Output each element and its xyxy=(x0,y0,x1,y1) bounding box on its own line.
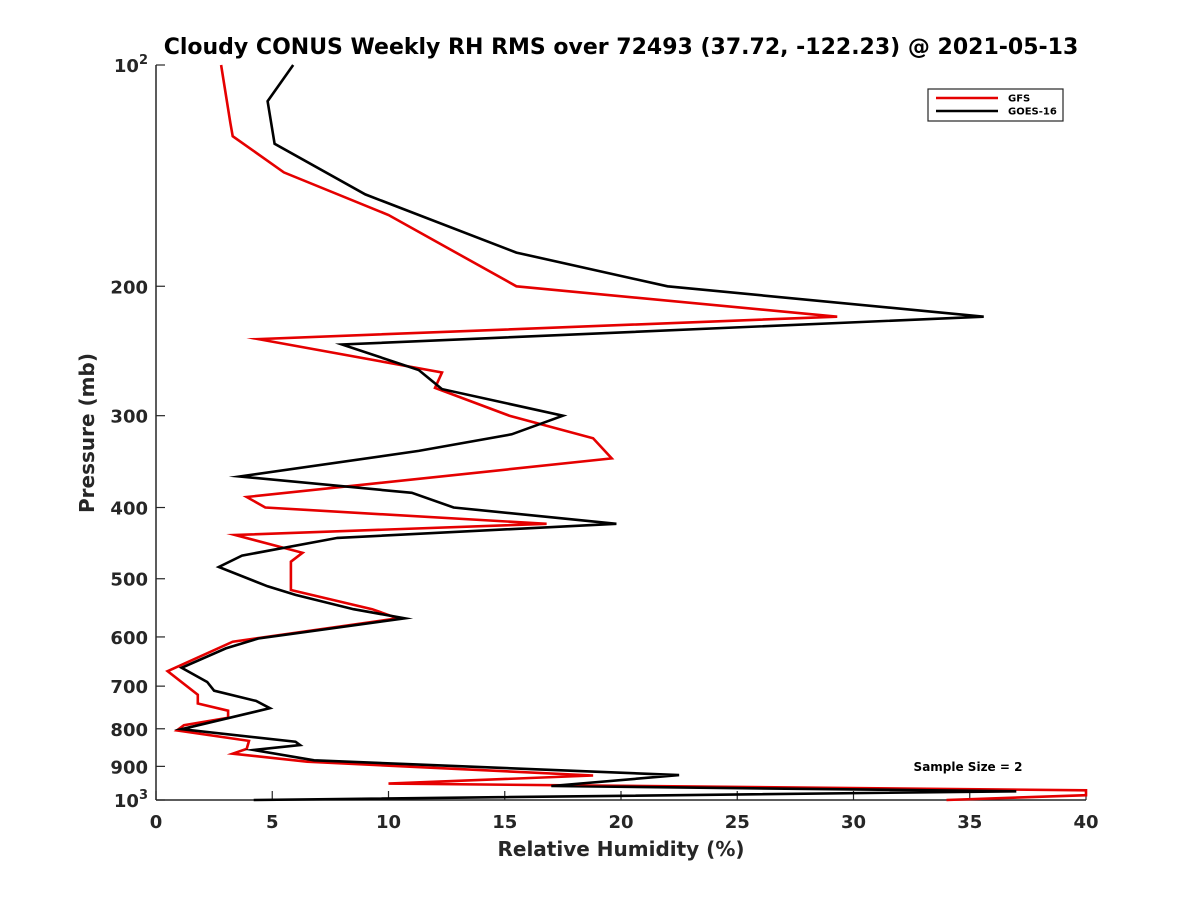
x-tick-label: 25 xyxy=(725,812,750,833)
y-tick-label: 300 xyxy=(110,407,148,428)
legend-label-gfs: GFS xyxy=(1008,94,1030,105)
y-tick-label: 600 xyxy=(110,628,148,649)
x-axis-label: Relative Humidity (%) xyxy=(497,837,744,861)
sample-size-annotation: Sample Size = 2 xyxy=(914,760,1023,774)
y-tick-label: 400 xyxy=(110,499,148,520)
y-axis-label: Pressure (mb) xyxy=(75,353,99,513)
x-tick-label: 5 xyxy=(266,812,279,833)
y-tick-label: 800 xyxy=(110,720,148,741)
legend: GFS GOES-16 xyxy=(928,89,1063,121)
x-tick-label: 40 xyxy=(1073,812,1098,833)
x-tick-label: 20 xyxy=(608,812,633,833)
x-tick-label: 35 xyxy=(957,812,982,833)
x-tick-label: 10 xyxy=(376,812,401,833)
y-tick-label: 700 xyxy=(110,677,148,698)
y-tick-label: 200 xyxy=(110,277,148,298)
legend-label-goes-16: GOES-16 xyxy=(1008,107,1057,118)
chart: Cloudy CONUS Weekly RH RMS over 72493 (3… xyxy=(0,0,1200,900)
y-tick-label: 900 xyxy=(110,757,148,778)
chart-title: Cloudy CONUS Weekly RH RMS over 72493 (3… xyxy=(164,35,1079,60)
y-tick-label: 500 xyxy=(110,570,148,591)
x-tick-label: 15 xyxy=(492,812,517,833)
x-tick-label: 0 xyxy=(150,812,163,833)
x-tick-label: 30 xyxy=(841,812,866,833)
